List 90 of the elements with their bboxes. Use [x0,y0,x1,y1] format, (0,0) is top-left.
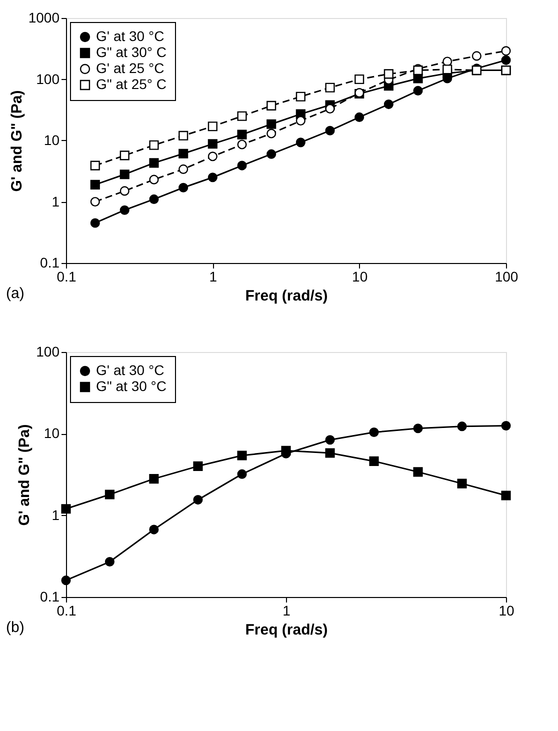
legend-label: G' at 25 °C [96,60,164,76]
point [237,160,247,170]
y-tick-label: 1 [52,193,60,210]
point [149,524,159,534]
point [501,490,511,500]
point [193,495,203,505]
point [472,51,482,61]
point [325,126,335,136]
point [61,576,71,586]
point [384,100,394,110]
point [178,130,188,140]
point [90,180,100,190]
point [442,64,452,74]
point [325,104,335,114]
point [208,172,218,182]
legend-label: G' at 30 °C [96,362,164,378]
legend-label: G" at 25° C [96,76,166,92]
point [104,490,114,500]
point [90,218,100,228]
point [413,467,423,477]
point [193,461,203,471]
y-axis-title: G' and G" (Pa) [16,424,34,526]
point [237,111,247,121]
y-axis-title: G' and G" (Pa) [8,90,26,192]
y-tick-label: 100 [36,70,60,87]
point [178,182,188,192]
point [266,128,276,138]
point [384,69,394,79]
point [501,420,511,431]
point [296,116,306,126]
point [413,424,423,434]
x-tick-label: 10 [352,268,368,284]
y-tick-label: 0.1 [40,254,60,270]
point [149,140,159,150]
x-axis-title: Freq (rad/s) [245,288,328,304]
x-tick-label: 1 [282,602,291,618]
point [120,205,130,215]
point [325,82,335,92]
point [237,130,247,140]
point [237,140,247,150]
y-tick-label: 1000 [28,10,60,26]
point [90,196,100,207]
y-tick-label: 10 [44,425,60,442]
legend-label: G" at 30 °C [96,378,166,394]
y-tick-label: 1 [52,506,60,523]
point [178,148,188,158]
point [369,428,379,438]
point [120,186,130,196]
point [149,174,159,184]
point [296,138,306,148]
point [208,122,218,132]
point [237,469,247,479]
point [501,55,511,65]
point [296,92,306,102]
point [266,119,276,129]
point [266,149,276,159]
point [413,86,423,96]
text: (a) [6,285,24,302]
point [281,446,291,456]
point [266,100,276,110]
y-tick-label: 0.1 [40,588,60,604]
point [149,474,159,484]
legend-label: G' at 30 °C [96,28,164,44]
point [325,448,335,458]
point [457,422,467,432]
point [354,112,364,122]
point [120,170,130,180]
point [149,194,159,204]
point [149,158,159,168]
point [61,504,71,514]
point [325,435,335,445]
point [178,164,188,174]
point [104,556,114,567]
legend-label: G" at 30° C [96,44,166,60]
y-tick-label: 100 [36,344,60,360]
point [369,456,379,466]
point [90,160,100,170]
point [208,152,218,162]
point [501,46,511,56]
y-tick-label: 10 [44,132,60,148]
point [120,150,130,160]
text: (b) [6,619,24,636]
point [208,139,218,149]
x-axis-title: Freq (rad/s) [245,622,328,638]
point [457,478,467,488]
x-tick-label: 100 [494,268,518,284]
x-tick-label: 10 [498,602,514,618]
point [354,74,364,84]
point [237,450,247,460]
x-tick-label: 1 [209,268,218,284]
